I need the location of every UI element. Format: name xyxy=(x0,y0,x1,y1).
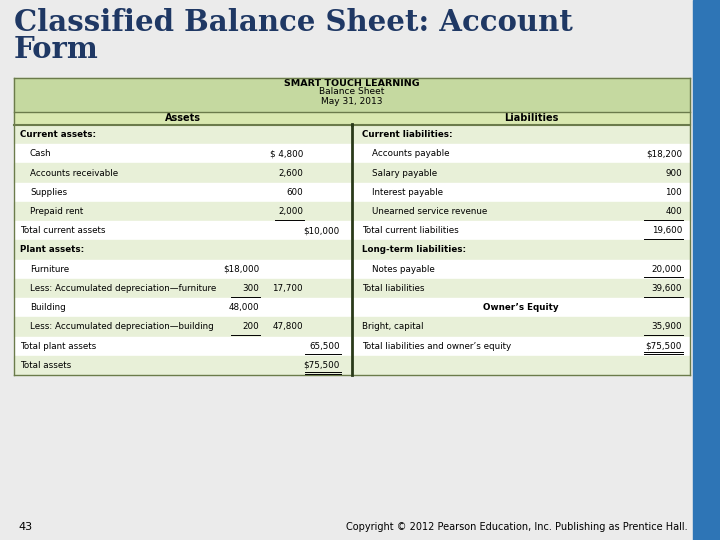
Text: 2,000: 2,000 xyxy=(278,207,303,216)
Text: Prepaid rent: Prepaid rent xyxy=(30,207,84,216)
Text: Plant assets:: Plant assets: xyxy=(20,246,84,254)
Bar xyxy=(693,0,720,540)
Bar xyxy=(352,183,690,202)
Text: Less: Accumulated depreciation—furniture: Less: Accumulated depreciation—furniture xyxy=(30,284,216,293)
Bar xyxy=(352,298,690,318)
Text: $75,500: $75,500 xyxy=(304,361,340,370)
Text: Total current liabilities: Total current liabilities xyxy=(362,226,459,235)
Bar xyxy=(14,298,352,318)
Text: 35,900: 35,900 xyxy=(652,322,682,332)
Bar xyxy=(14,279,352,298)
Text: 48,000: 48,000 xyxy=(228,303,259,312)
Bar xyxy=(352,356,690,375)
Bar xyxy=(352,144,690,164)
Text: Form: Form xyxy=(14,35,99,64)
Text: Long-term liabilities:: Long-term liabilities: xyxy=(362,246,466,254)
Bar xyxy=(14,240,352,260)
Bar xyxy=(352,318,690,336)
Bar xyxy=(352,125,690,144)
Text: 17,700: 17,700 xyxy=(272,284,303,293)
Bar xyxy=(14,164,352,183)
Text: Copyright © 2012 Pearson Education, Inc. Publishing as Prentice Hall.: Copyright © 2012 Pearson Education, Inc.… xyxy=(346,522,688,532)
Text: Assets: Assets xyxy=(165,113,201,123)
Text: Unearned service revenue: Unearned service revenue xyxy=(372,207,487,216)
Text: 600: 600 xyxy=(287,188,303,197)
Text: 200: 200 xyxy=(242,322,259,332)
Text: Current assets:: Current assets: xyxy=(20,130,96,139)
Bar xyxy=(14,336,352,356)
Text: 43: 43 xyxy=(18,522,32,532)
Bar xyxy=(14,144,352,164)
Bar xyxy=(14,112,690,125)
Bar xyxy=(14,202,352,221)
Text: 100: 100 xyxy=(665,188,682,197)
Text: Furniture: Furniture xyxy=(30,265,69,274)
Text: 900: 900 xyxy=(665,168,682,178)
Text: 2,600: 2,600 xyxy=(278,168,303,178)
Bar xyxy=(352,279,690,298)
Text: Less: Accumulated depreciation—building: Less: Accumulated depreciation—building xyxy=(30,322,214,332)
Bar xyxy=(14,183,352,202)
Bar xyxy=(14,78,690,112)
Bar xyxy=(14,125,352,144)
Text: 39,600: 39,600 xyxy=(652,284,682,293)
Text: $ 4,800: $ 4,800 xyxy=(269,150,303,158)
Text: SMART TOUCH LEARNING: SMART TOUCH LEARNING xyxy=(284,78,420,87)
Bar xyxy=(14,260,352,279)
Text: Interest payable: Interest payable xyxy=(372,188,443,197)
Text: Liabilities: Liabilities xyxy=(504,113,558,123)
Text: Total plant assets: Total plant assets xyxy=(20,342,96,350)
Text: Total liabilities and owner’s equity: Total liabilities and owner’s equity xyxy=(362,342,511,350)
Text: Accounts payable: Accounts payable xyxy=(372,150,449,158)
Text: Current liabilities:: Current liabilities: xyxy=(362,130,453,139)
Bar xyxy=(352,336,690,356)
Bar xyxy=(352,260,690,279)
Text: $75,500: $75,500 xyxy=(646,342,682,350)
Text: Owner’s Equity: Owner’s Equity xyxy=(483,303,559,312)
Text: Total assets: Total assets xyxy=(20,361,71,370)
Text: $18,000: $18,000 xyxy=(222,265,259,274)
Text: Total current assets: Total current assets xyxy=(20,226,106,235)
Text: 300: 300 xyxy=(242,284,259,293)
Text: 65,500: 65,500 xyxy=(310,342,340,350)
Text: Accounts receivable: Accounts receivable xyxy=(30,168,118,178)
Text: May 31, 2013: May 31, 2013 xyxy=(321,98,383,106)
Text: Building: Building xyxy=(30,303,66,312)
Bar xyxy=(14,125,690,375)
Bar xyxy=(14,356,352,375)
Text: $18,200: $18,200 xyxy=(646,150,682,158)
Text: 400: 400 xyxy=(665,207,682,216)
Text: Salary payable: Salary payable xyxy=(372,168,437,178)
Bar xyxy=(14,318,352,336)
Text: $10,000: $10,000 xyxy=(304,226,340,235)
Text: Notes payable: Notes payable xyxy=(372,265,435,274)
Bar xyxy=(352,240,690,260)
Text: Total liabilities: Total liabilities xyxy=(362,284,425,293)
Text: Classified Balance Sheet: Account: Classified Balance Sheet: Account xyxy=(14,8,573,37)
Bar xyxy=(14,221,352,240)
Text: 19,600: 19,600 xyxy=(652,226,682,235)
Text: Balance Sheet: Balance Sheet xyxy=(319,87,384,97)
Text: 47,800: 47,800 xyxy=(272,322,303,332)
Bar xyxy=(352,202,690,221)
Text: 20,000: 20,000 xyxy=(652,265,682,274)
Text: Cash: Cash xyxy=(30,150,52,158)
Text: Supplies: Supplies xyxy=(30,188,67,197)
Bar xyxy=(352,164,690,183)
Text: Bright, capital: Bright, capital xyxy=(362,322,423,332)
Bar xyxy=(352,221,690,240)
